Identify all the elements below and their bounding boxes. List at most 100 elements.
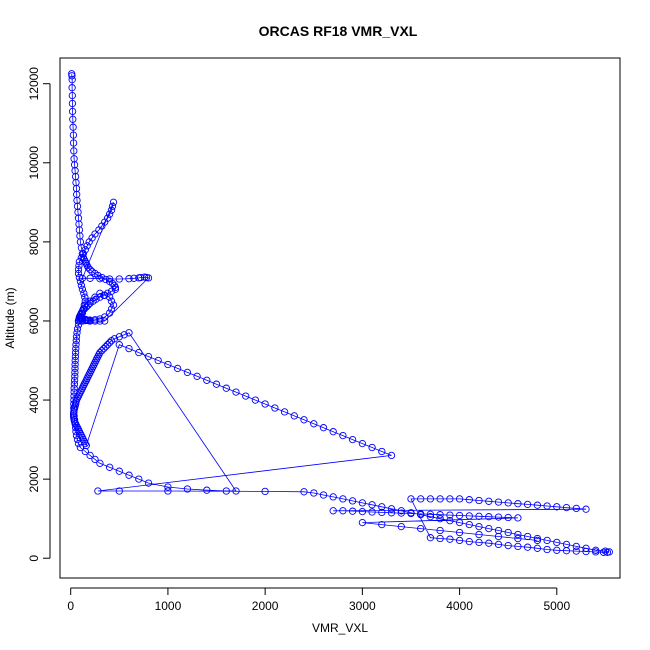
data-point <box>368 508 376 516</box>
data-point <box>261 487 269 496</box>
data-point <box>96 275 104 283</box>
data-point <box>397 509 405 517</box>
data-point <box>494 513 503 521</box>
data-point <box>125 329 133 337</box>
data-point <box>125 275 133 283</box>
data-point <box>96 317 104 325</box>
data-point <box>475 522 483 531</box>
data-point <box>107 297 116 305</box>
data-point <box>98 273 106 282</box>
data-point <box>514 530 522 539</box>
data-point <box>86 274 94 282</box>
data-point <box>407 495 415 503</box>
data-point <box>164 483 172 491</box>
data-point <box>81 297 89 305</box>
data-point <box>300 416 308 424</box>
data-point <box>75 261 83 270</box>
data-point <box>78 285 87 293</box>
data-point <box>71 360 79 369</box>
data-point <box>504 513 512 522</box>
data-point <box>378 447 386 456</box>
data-point <box>417 510 425 518</box>
data-point <box>76 430 85 438</box>
data-point <box>339 495 347 503</box>
data-point <box>71 167 79 175</box>
data-point <box>69 115 77 123</box>
data-point <box>553 546 561 554</box>
data-point <box>348 497 357 505</box>
data-point <box>69 139 78 147</box>
data-point <box>242 392 250 400</box>
data-point <box>562 503 571 512</box>
data-point <box>603 548 612 556</box>
data-point <box>73 196 81 205</box>
data-point <box>103 341 112 349</box>
data-point <box>455 518 464 527</box>
data-point <box>397 522 405 531</box>
data-point <box>368 501 376 509</box>
data-point <box>348 435 357 444</box>
data-point <box>504 499 512 507</box>
data-point <box>164 360 172 369</box>
data-point <box>397 507 405 515</box>
data-point <box>91 230 99 238</box>
data-point <box>115 275 123 283</box>
data-point <box>251 396 260 404</box>
data-point <box>68 91 76 100</box>
data-point <box>68 84 76 92</box>
data-point <box>84 263 92 272</box>
data-point <box>582 547 590 556</box>
data-point <box>562 547 571 555</box>
x-tick-label: 4000 <box>446 599 473 613</box>
data-point <box>74 214 83 222</box>
data-point <box>436 534 444 543</box>
data-point <box>72 428 80 436</box>
data-point <box>329 428 337 436</box>
data-point <box>485 524 493 533</box>
data-point <box>105 463 114 471</box>
data-point <box>68 107 77 116</box>
data-point <box>504 528 512 537</box>
data-point <box>111 285 120 293</box>
data-point <box>71 352 80 361</box>
data-point <box>572 542 580 551</box>
data-point <box>271 404 279 412</box>
data-point <box>73 435 82 444</box>
data-point <box>81 258 89 266</box>
data-point <box>475 496 483 505</box>
series-points-group <box>68 70 613 556</box>
data-point <box>358 518 367 527</box>
data-point <box>102 343 110 351</box>
data-point <box>572 547 580 555</box>
data-point <box>101 313 109 321</box>
data-point <box>319 424 328 432</box>
data-point <box>222 487 230 495</box>
data-point <box>601 547 610 555</box>
plot-frame <box>59 57 621 579</box>
data-point <box>310 420 318 428</box>
x-tick-label: 2000 <box>252 599 279 613</box>
data-point <box>80 289 88 297</box>
data-point <box>91 293 99 301</box>
data-point <box>543 536 551 545</box>
data-point <box>115 341 123 349</box>
data-point <box>173 364 182 373</box>
data-point <box>101 317 109 325</box>
data-point <box>75 258 84 266</box>
data-point <box>203 486 211 494</box>
data-point <box>115 467 123 475</box>
data-point <box>387 509 396 517</box>
data-point <box>436 511 444 519</box>
data-point <box>290 412 298 420</box>
data-point <box>105 275 114 283</box>
data-point <box>533 501 542 509</box>
data-point <box>77 309 86 317</box>
data-point <box>73 325 82 333</box>
data-point <box>553 503 561 511</box>
data-point <box>144 274 153 282</box>
data-point <box>339 431 347 440</box>
data-point <box>71 364 79 373</box>
data-point <box>514 500 522 508</box>
data-point <box>125 344 133 353</box>
data-point <box>72 344 80 353</box>
